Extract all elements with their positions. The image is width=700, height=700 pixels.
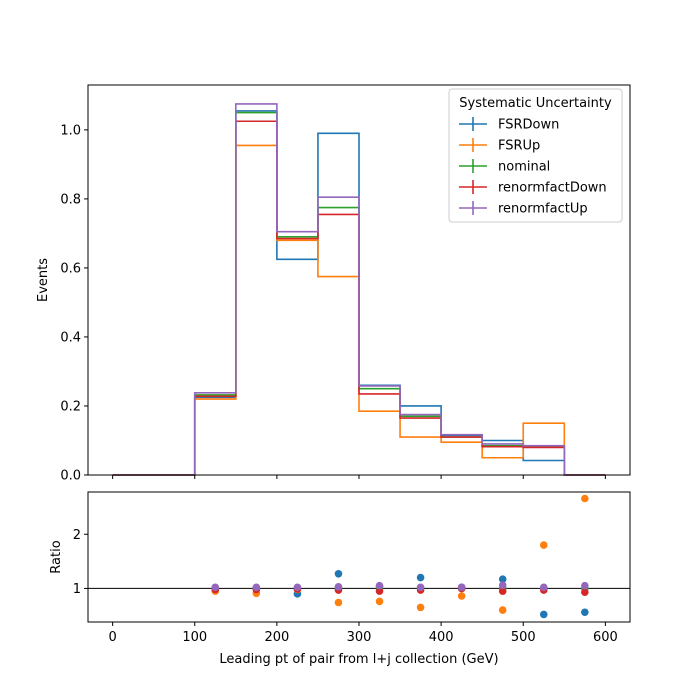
legend-label-renormfactUp: renormfactUp bbox=[498, 202, 588, 217]
legend-label-renormfactDown: renormfactDown bbox=[498, 181, 607, 196]
histogram-line-renormfactUp bbox=[112, 103, 606, 476]
ratio-point-renormfactUp bbox=[457, 583, 466, 592]
ratio-point-renormfactUp bbox=[334, 582, 343, 591]
ratio-point-FSRUp bbox=[375, 597, 384, 606]
ratio-x-ticks: 0 100 200 300 400 500 600 bbox=[108, 622, 618, 645]
ratio-x-tick-label: 500 bbox=[511, 630, 536, 645]
ratio-point-FSRDown bbox=[334, 569, 343, 578]
ratio-point-renormfactUp bbox=[252, 583, 261, 592]
ratio-point-renormfactUp bbox=[498, 581, 507, 589]
histogram-y-tick-label: 0.0 bbox=[60, 469, 81, 484]
histogram-panel: 0.0 0.2 0.4 0.6 0.8 1.0 Events Systematic Unc… bbox=[36, 84, 631, 484]
ratio-x-tick-label: 200 bbox=[264, 630, 289, 645]
histogram-y-tick-label: 1.0 bbox=[60, 123, 81, 138]
ratio-point-renormfactUp bbox=[293, 583, 302, 592]
legend-box bbox=[448, 88, 623, 223]
ratio-x-tick-label: 0 bbox=[108, 630, 116, 645]
legend-label-FSRDown: FSRDown bbox=[498, 118, 559, 133]
ratio-point-renormfactUp bbox=[211, 583, 220, 592]
ratio-point-renormfactUp bbox=[416, 583, 425, 592]
ratio-y-tick-label: 2 bbox=[73, 528, 81, 543]
histogram-y-tick-label: 0.6 bbox=[60, 261, 81, 276]
ratio-point-renormfactUp bbox=[375, 581, 384, 590]
histogram-y-tick-label: 0.8 bbox=[60, 192, 81, 207]
ratio-point-FSRUp bbox=[334, 598, 343, 607]
ratio-point-renormfactUp bbox=[581, 581, 589, 590]
ratio-point-FSRUp bbox=[581, 494, 589, 503]
legend-title: Systematic Uncertainty bbox=[459, 96, 612, 111]
histogram-series bbox=[112, 103, 606, 476]
ratio-point-renormfactDown bbox=[581, 588, 589, 597]
ratio-point-renormfactDown bbox=[498, 587, 507, 595]
histogram-line-renormfactDown bbox=[112, 120, 606, 476]
ratio-point-FSRUp bbox=[498, 606, 507, 614]
histogram-y-tick-label: 0.2 bbox=[60, 399, 81, 414]
ratio-y-tick-label: 1 bbox=[73, 582, 81, 597]
ratio-point-FSRDown bbox=[581, 608, 589, 617]
ratio-point-FSRDown bbox=[416, 573, 425, 582]
histogram-y-axis-label: Events bbox=[36, 258, 51, 302]
legend-label-FSRUp: FSRUp bbox=[498, 139, 540, 154]
ratio-x-tick-label: 400 bbox=[429, 630, 454, 645]
ratio-point-FSRUp bbox=[539, 541, 548, 549]
ratio-point-FSRDown bbox=[539, 610, 548, 619]
ratio-points bbox=[211, 494, 589, 619]
ratio-x-tick-label: 600 bbox=[593, 630, 618, 645]
ratio-point-FSRUp bbox=[457, 592, 466, 600]
legend-items: FSRDown FSRUp nominal renormfactDown renormf… bbox=[459, 117, 607, 217]
histogram-y-ticks: 0.0 0.2 0.4 0.6 0.8 1.0 bbox=[60, 123, 88, 484]
ratio-point-FSRDown bbox=[498, 575, 507, 584]
ratio-panel: 0 100 200 300 400 500 600 12 Ratio Leading pt … bbox=[49, 491, 631, 667]
ratio-point-renormfactDown bbox=[375, 587, 384, 595]
ratio-y-axis-label: Ratio bbox=[49, 540, 64, 573]
legend: Systematic Uncertainty FSRDown FSRUp nomin… bbox=[448, 88, 623, 223]
ratio-y-ticks: 12 bbox=[73, 528, 88, 597]
ratio-x-axis-label: Leading pt of pair from l+j collection (… bbox=[219, 652, 498, 667]
ratio-x-tick-label: 300 bbox=[347, 630, 372, 645]
ratio-x-tick-label: 100 bbox=[182, 630, 207, 645]
ratio-point-renormfactUp bbox=[539, 583, 548, 592]
histogram-x-ticks bbox=[112, 475, 606, 479]
legend-label-nominal: nominal bbox=[498, 160, 550, 175]
ratio-point-FSRUp bbox=[416, 603, 425, 612]
histogram-y-tick-label: 0.4 bbox=[60, 330, 81, 345]
